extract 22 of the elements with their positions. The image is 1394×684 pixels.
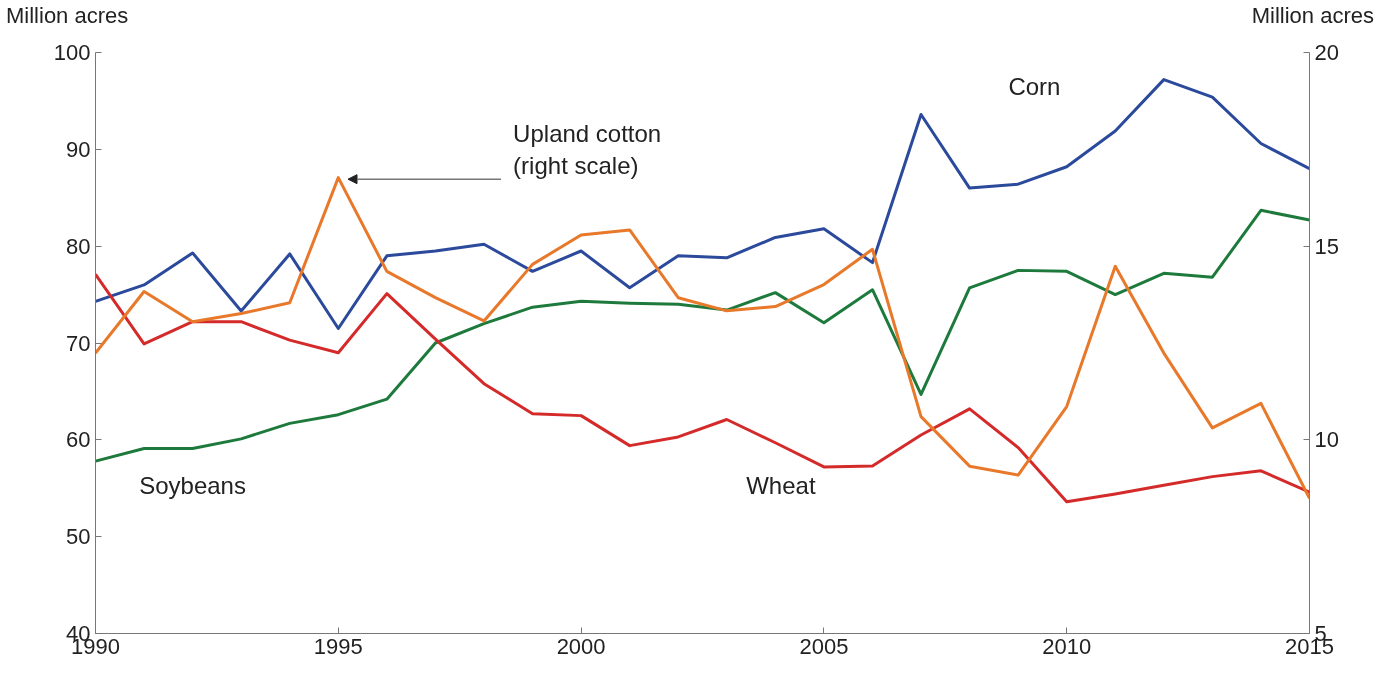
line-series	[95, 78, 1310, 330]
series-label: Soybeans	[139, 471, 246, 499]
y-tick-label: 90	[66, 136, 91, 162]
y-axis-title: Million acres	[6, 2, 129, 30]
y2-axis-title: Million acres	[1251, 2, 1374, 30]
x-tick-label: 2010	[1042, 633, 1092, 659]
text: Corn	[1008, 72, 1061, 100]
line-series	[95, 272, 1310, 504]
y2-tick-label: 15	[1314, 233, 1339, 259]
y-tick-label: 70	[66, 330, 91, 356]
y-tick-label: 80	[66, 233, 91, 259]
text: Upland cotton (right scale)	[513, 119, 662, 180]
y-tick-label: 60	[66, 427, 91, 453]
series-label: Wheat	[746, 471, 816, 499]
x-tick-label: 2000	[556, 633, 606, 659]
line-series	[95, 208, 1310, 463]
y-tick-label: 100	[53, 40, 91, 65]
y-tick-label: 50	[66, 524, 91, 550]
y2-tick-label: 10	[1314, 427, 1339, 453]
x-tick-label: 2005	[799, 633, 849, 659]
x-tick-label: 1995	[313, 633, 363, 659]
y2-tick-label: 20	[1314, 40, 1339, 65]
